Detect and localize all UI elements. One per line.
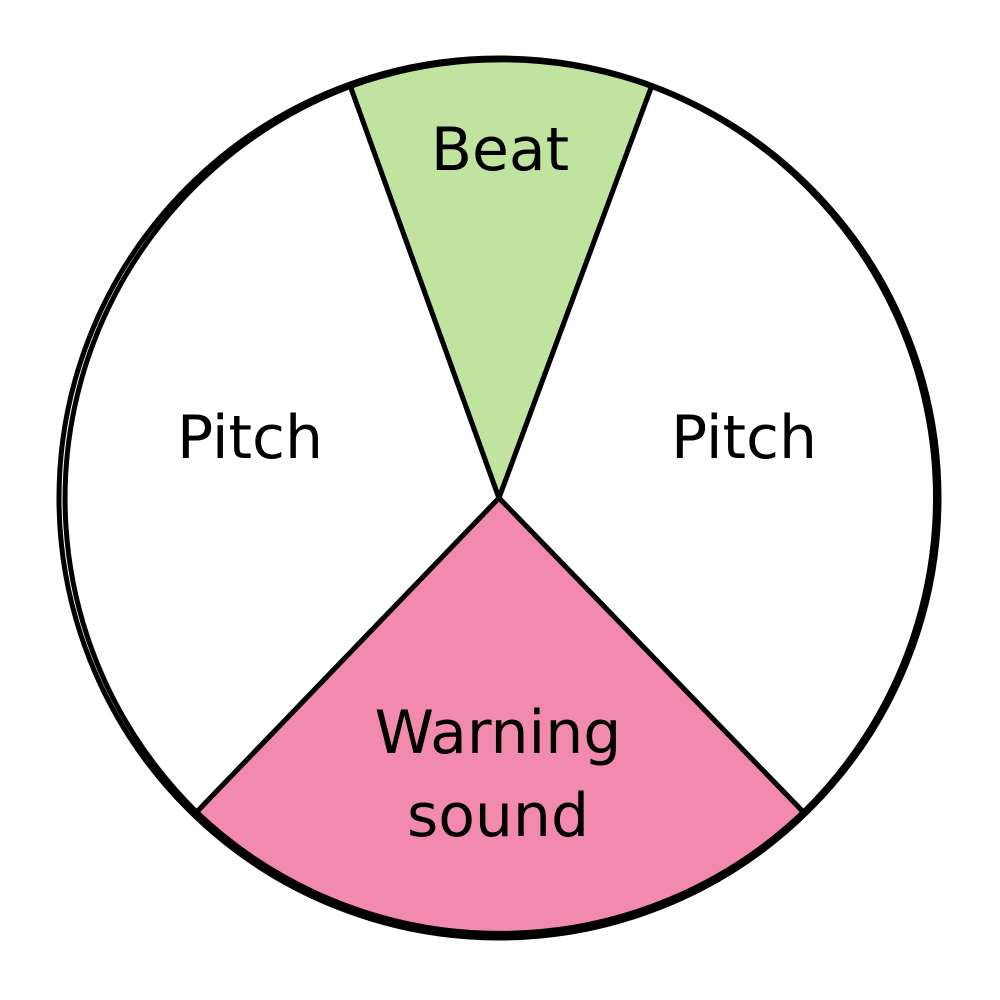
label-pitch-right: Pitch: [671, 403, 817, 473]
spinner-rim: [56, 55, 942, 941]
sector-pitch-left: [62, 83, 502, 815]
label-warning-line-2: sound: [407, 781, 589, 851]
label-pitch-left: Pitch: [177, 403, 323, 473]
label-beat: Beat: [431, 115, 569, 185]
label-warning-line-1: Warning: [375, 698, 622, 768]
sector-warning-sound: [194, 495, 806, 936]
